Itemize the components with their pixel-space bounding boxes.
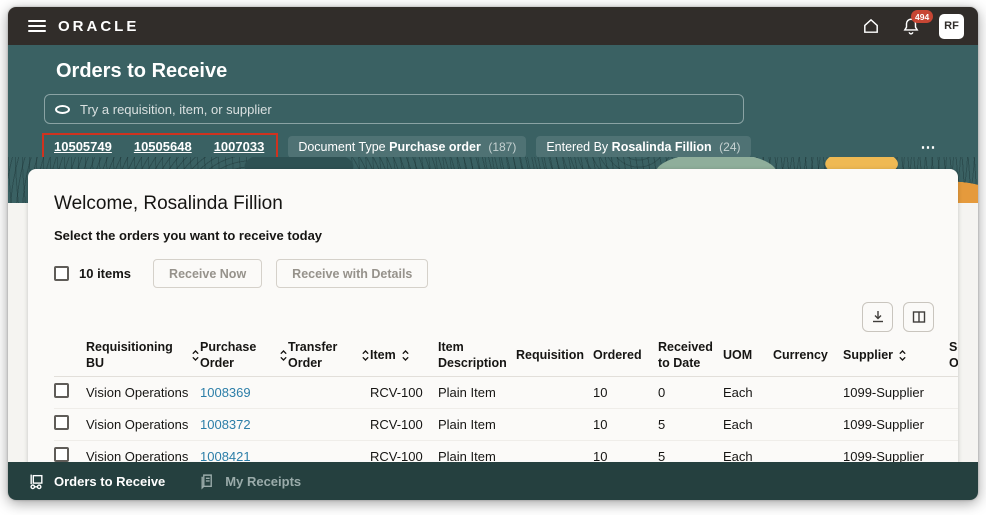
filter-chips-row: 10505749 10505648 1007033 Document Type …: [42, 133, 978, 161]
notification-count-badge: 494: [911, 10, 934, 23]
cell-requisitioning-bu: Vision Operations: [86, 376, 200, 409]
row-checkbox[interactable]: [54, 383, 69, 398]
cell-supplier: 1099-Supplier: [843, 376, 949, 409]
table-row: Vision Operations 1008369 RCV-100 Plain …: [54, 376, 958, 409]
tab-label: My Receipts: [225, 473, 302, 489]
cell-item: RCV-100: [370, 408, 438, 441]
cell-source-order: [949, 408, 958, 441]
instruction-text: Select the orders you want to receive to…: [54, 228, 323, 243]
suggestion-chip[interactable]: 10505648: [133, 139, 192, 154]
chip-value: Rosalinda Fillion: [611, 140, 712, 154]
tab-orders-to-receive[interactable]: Orders to Receive: [28, 473, 165, 490]
cell-transfer-order: [288, 408, 370, 441]
col-item-description: Item Description: [438, 340, 507, 370]
menu-icon[interactable]: [28, 20, 46, 32]
cell-received-to-date: 5: [658, 408, 723, 441]
col-received-to-date: Received to Date: [658, 340, 713, 370]
sort-icon[interactable]: [279, 349, 288, 362]
sort-icon[interactable]: [401, 349, 410, 362]
tab-my-receipts[interactable]: My Receipts: [199, 473, 301, 490]
selection-controls: 10 items Receive Now Receive with Detail…: [54, 259, 958, 288]
col-ordered: Ordered: [593, 347, 642, 362]
app-bar: ORACLE 494 RF: [8, 7, 978, 45]
filter-chip-document-type[interactable]: Document Type Purchase order (187): [288, 136, 527, 158]
welcome-text: Welcome, Rosalinda Fillion: [54, 193, 283, 214]
sort-icon[interactable]: [191, 349, 200, 362]
col-currency: Currency: [773, 347, 828, 362]
sort-icon[interactable]: [898, 349, 907, 362]
table-toolbar: [54, 302, 934, 332]
purchase-order-link[interactable]: 1008421: [200, 448, 251, 464]
download-icon: [872, 311, 883, 323]
orders-table: Requisitioning BU Purchase Order Transfe…: [54, 336, 958, 500]
columns-icon: [912, 311, 925, 323]
col-requisition: Requisition: [516, 347, 585, 362]
filter-chip-entered-by[interactable]: Entered By Rosalinda Fillion (24): [536, 136, 751, 158]
chip-count: (187): [488, 140, 517, 154]
chip-count: (24): [719, 140, 741, 154]
cell-currency: [773, 376, 843, 409]
chip-label: Document Type: [298, 140, 386, 154]
orders-card: Welcome, Rosalinda Fillion Select the or…: [28, 169, 958, 500]
cell-item-description: Plain Item: [438, 376, 516, 409]
receipt-icon: [201, 473, 213, 490]
more-filters-ellipsis-icon[interactable]: ⋯: [920, 139, 938, 156]
col-requisitioning-bu: Requisitioning BU: [86, 340, 173, 370]
table-row: Vision Operations 1008372 RCV-100 Plain …: [54, 408, 958, 441]
col-transfer-order: Transfer Order: [288, 340, 338, 370]
cell-source-order: [949, 376, 958, 409]
cell-transfer-order: [288, 376, 370, 409]
cell-requisitioning-bu: Vision Operations: [86, 408, 200, 441]
row-checkbox[interactable]: [54, 415, 69, 430]
cell-uom: Each: [723, 376, 773, 409]
select-all-checkbox[interactable]: [54, 266, 69, 281]
cell-requisition: [516, 376, 593, 409]
download-button[interactable]: [862, 302, 893, 332]
tab-label: Orders to Receive: [54, 473, 166, 489]
search-bar[interactable]: [44, 94, 744, 124]
app-window: ORACLE 494 RF Orders to Receive 10505749…: [8, 7, 978, 500]
row-checkbox[interactable]: [54, 447, 69, 462]
cell-currency: [773, 408, 843, 441]
suggestion-chip[interactable]: 1007033: [213, 139, 265, 154]
user-avatar[interactable]: RF: [939, 13, 964, 39]
table-header-row: Requisitioning BU Purchase Order Transfe…: [54, 336, 958, 377]
items-count-label: 10 items: [79, 266, 132, 281]
sort-icon[interactable]: [361, 349, 370, 362]
cell-item-description: Plain Item: [438, 408, 516, 441]
suggestion-chip[interactable]: 10505749: [54, 139, 112, 154]
cell-item: RCV-100: [370, 376, 438, 409]
chip-value: Purchase order: [389, 140, 481, 154]
col-purchase-order: Purchase Order: [200, 340, 257, 370]
cell-uom: Each: [723, 408, 773, 441]
notifications-bell-icon[interactable]: 494: [899, 10, 934, 38]
chip-label: Entered By: [546, 140, 609, 154]
oracle-logo: ORACLE: [58, 17, 140, 35]
cell-supplier: 1099-Supplier: [843, 408, 949, 441]
cell-ordered: 10: [593, 376, 658, 409]
purchase-order-link[interactable]: 1008369: [200, 384, 251, 400]
cell-requisition: [516, 408, 593, 441]
hand-truck-icon: [30, 474, 43, 489]
bottom-tab-bar: Orders to Receive My Receipts: [8, 462, 978, 500]
col-item: Item: [370, 347, 396, 362]
receive-with-details-button[interactable]: Receive with Details: [276, 259, 429, 288]
col-uom: UOM: [723, 347, 753, 362]
search-icon: [55, 104, 70, 114]
col-supplier: Supplier: [843, 347, 894, 362]
cell-received-to-date: 0: [658, 376, 723, 409]
home-icon[interactable]: [859, 14, 883, 38]
receive-now-button[interactable]: Receive Now: [153, 259, 263, 288]
col-source-order: So Or: [949, 340, 958, 370]
purchase-order-link[interactable]: 1008372: [200, 416, 251, 432]
cell-ordered: 10: [593, 408, 658, 441]
page-title: Orders to Receive: [56, 60, 228, 82]
manage-columns-button[interactable]: [903, 302, 934, 332]
search-input[interactable]: [80, 101, 733, 117]
